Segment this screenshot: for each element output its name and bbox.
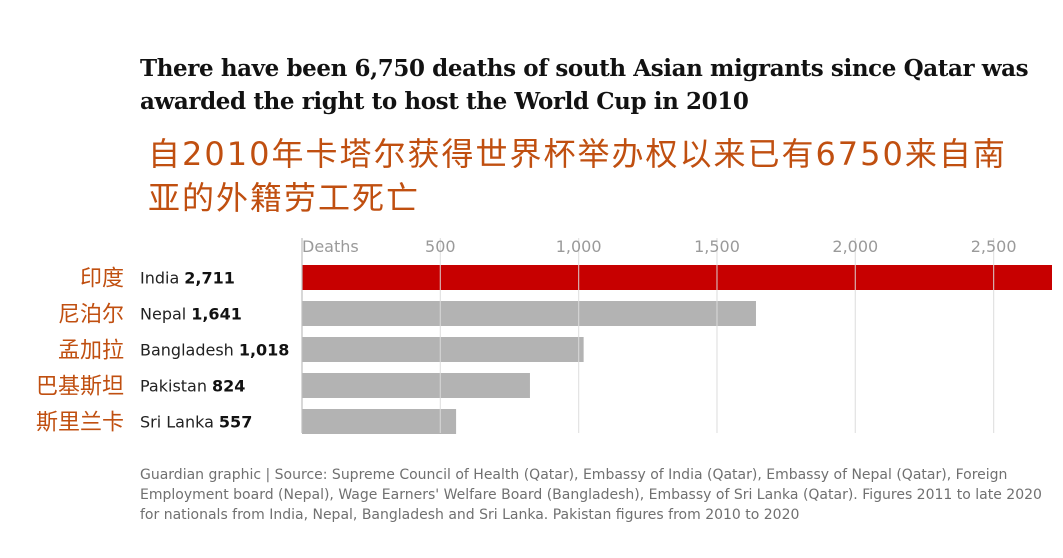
value-label: 1,641 (191, 305, 242, 324)
bar-chart: Deaths 500 1,000 1,500 2,000 2,500 印度 India 2,71… (36, 237, 1052, 436)
country-name: India (140, 269, 179, 288)
chinese-country-label: 孟加拉 (58, 339, 124, 364)
country-label: Pakistan 824 (140, 377, 245, 396)
tick-label: Deaths (302, 237, 359, 256)
tick-label: 1,500 (694, 237, 740, 256)
value-label: 824 (212, 377, 245, 396)
chinese-subtitle: 自2010年卡塔尔获得世界杯举办权以来已有6750来自南亚的外籍劳工死亡 (148, 135, 1007, 217)
source-note: Guardian graphic | Source: Supreme Counc… (140, 467, 1042, 523)
chinese-country-label: 印度 (80, 267, 124, 292)
chinese-country-label: 巴基斯坦 (36, 375, 124, 400)
value-label: 557 (219, 413, 252, 432)
bar-nepal (302, 301, 756, 326)
tick-label: 2,500 (971, 237, 1017, 256)
bar-sri-lanka (302, 409, 457, 434)
tick-label: 1,000 (556, 237, 602, 256)
bar-bangladesh (302, 337, 584, 362)
country-label: Sri Lanka 557 (140, 413, 252, 432)
country-name: Sri Lanka (140, 413, 214, 432)
country-name: Bangladesh (140, 341, 234, 360)
country-name: Pakistan (140, 377, 207, 396)
country-label: Bangladesh 1,018 (140, 341, 289, 360)
chinese-country-label: 尼泊尔 (58, 303, 124, 328)
chinese-country-label: 斯里兰卡 (36, 411, 124, 436)
country-name: Nepal (140, 305, 186, 324)
tick-label: 2,000 (832, 237, 878, 256)
country-label: Nepal 1,641 (140, 305, 242, 324)
value-label: 1,018 (239, 341, 290, 360)
value-label: 2,711 (184, 269, 235, 288)
country-label: India 2,711 (140, 269, 235, 288)
bar-pakistan (302, 373, 530, 398)
bar-india (302, 265, 1052, 290)
tick-label: 500 (425, 237, 456, 256)
chart-title: There have been 6,750 deaths of south As… (140, 55, 1029, 115)
